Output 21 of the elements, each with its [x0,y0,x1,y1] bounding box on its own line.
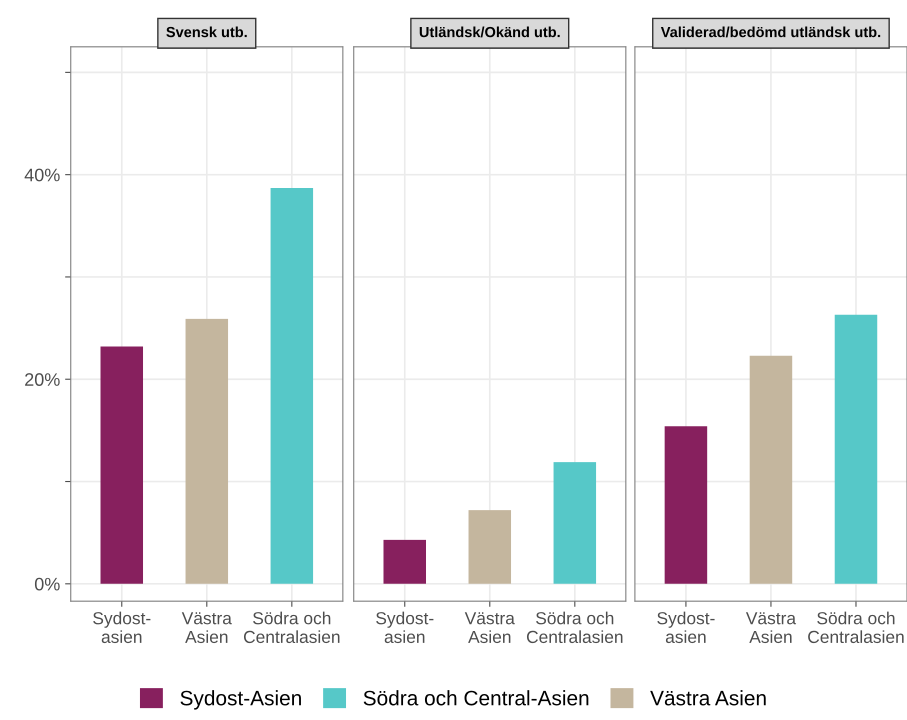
x-tick-label: Södra och Centralasien [808,612,904,644]
x-tick-label: Västra Asien [182,612,232,644]
x-tick-label: Sydost- asien [657,612,715,644]
chart-title: Utländsk/Okänd utb. [420,26,560,38]
y-tick-label: 20% [25,373,60,386]
x-tick-label: Södra och Centralasien [244,612,340,644]
x-tick-label: Västra Asien [746,612,796,644]
bar [186,318,228,584]
x-tick-label: Sydost- asien [93,612,150,644]
x-tick-label: Södra och Centralasien [526,612,622,644]
legend-label: Västra Asien [650,690,766,706]
x-tick-label: Västra Asien [464,612,515,644]
x-tick-label: Sydost- asien [376,612,434,644]
bar [270,188,314,584]
y-tick-label: 0% [34,578,60,591]
bar [100,346,144,584]
y-tick-label: 40% [24,168,60,182]
chart-title: Svensk utb. [166,26,247,38]
legend-label: Södra och Central-Asien [364,690,588,706]
chart-title: Validerad/bedömd utländsk utb. [660,26,880,38]
legend-label: Sydost-Asien [180,690,301,710]
